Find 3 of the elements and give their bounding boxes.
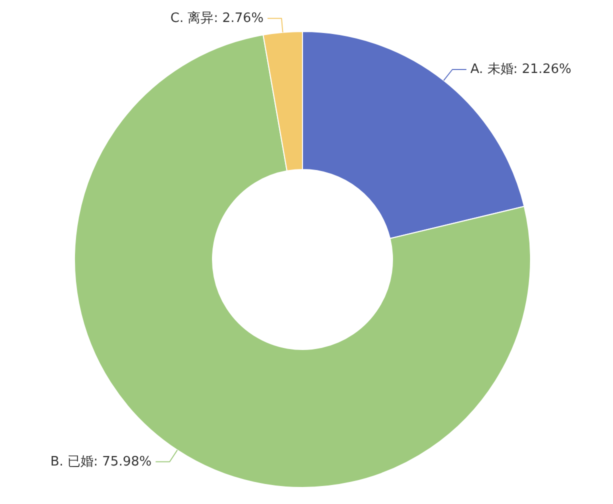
slice-label: A. 未婚: 21.26% xyxy=(470,62,572,77)
slice-label: B. 已婚: 75.98% xyxy=(50,454,152,470)
slice-label: C. 离异: 2.76% xyxy=(170,10,264,26)
